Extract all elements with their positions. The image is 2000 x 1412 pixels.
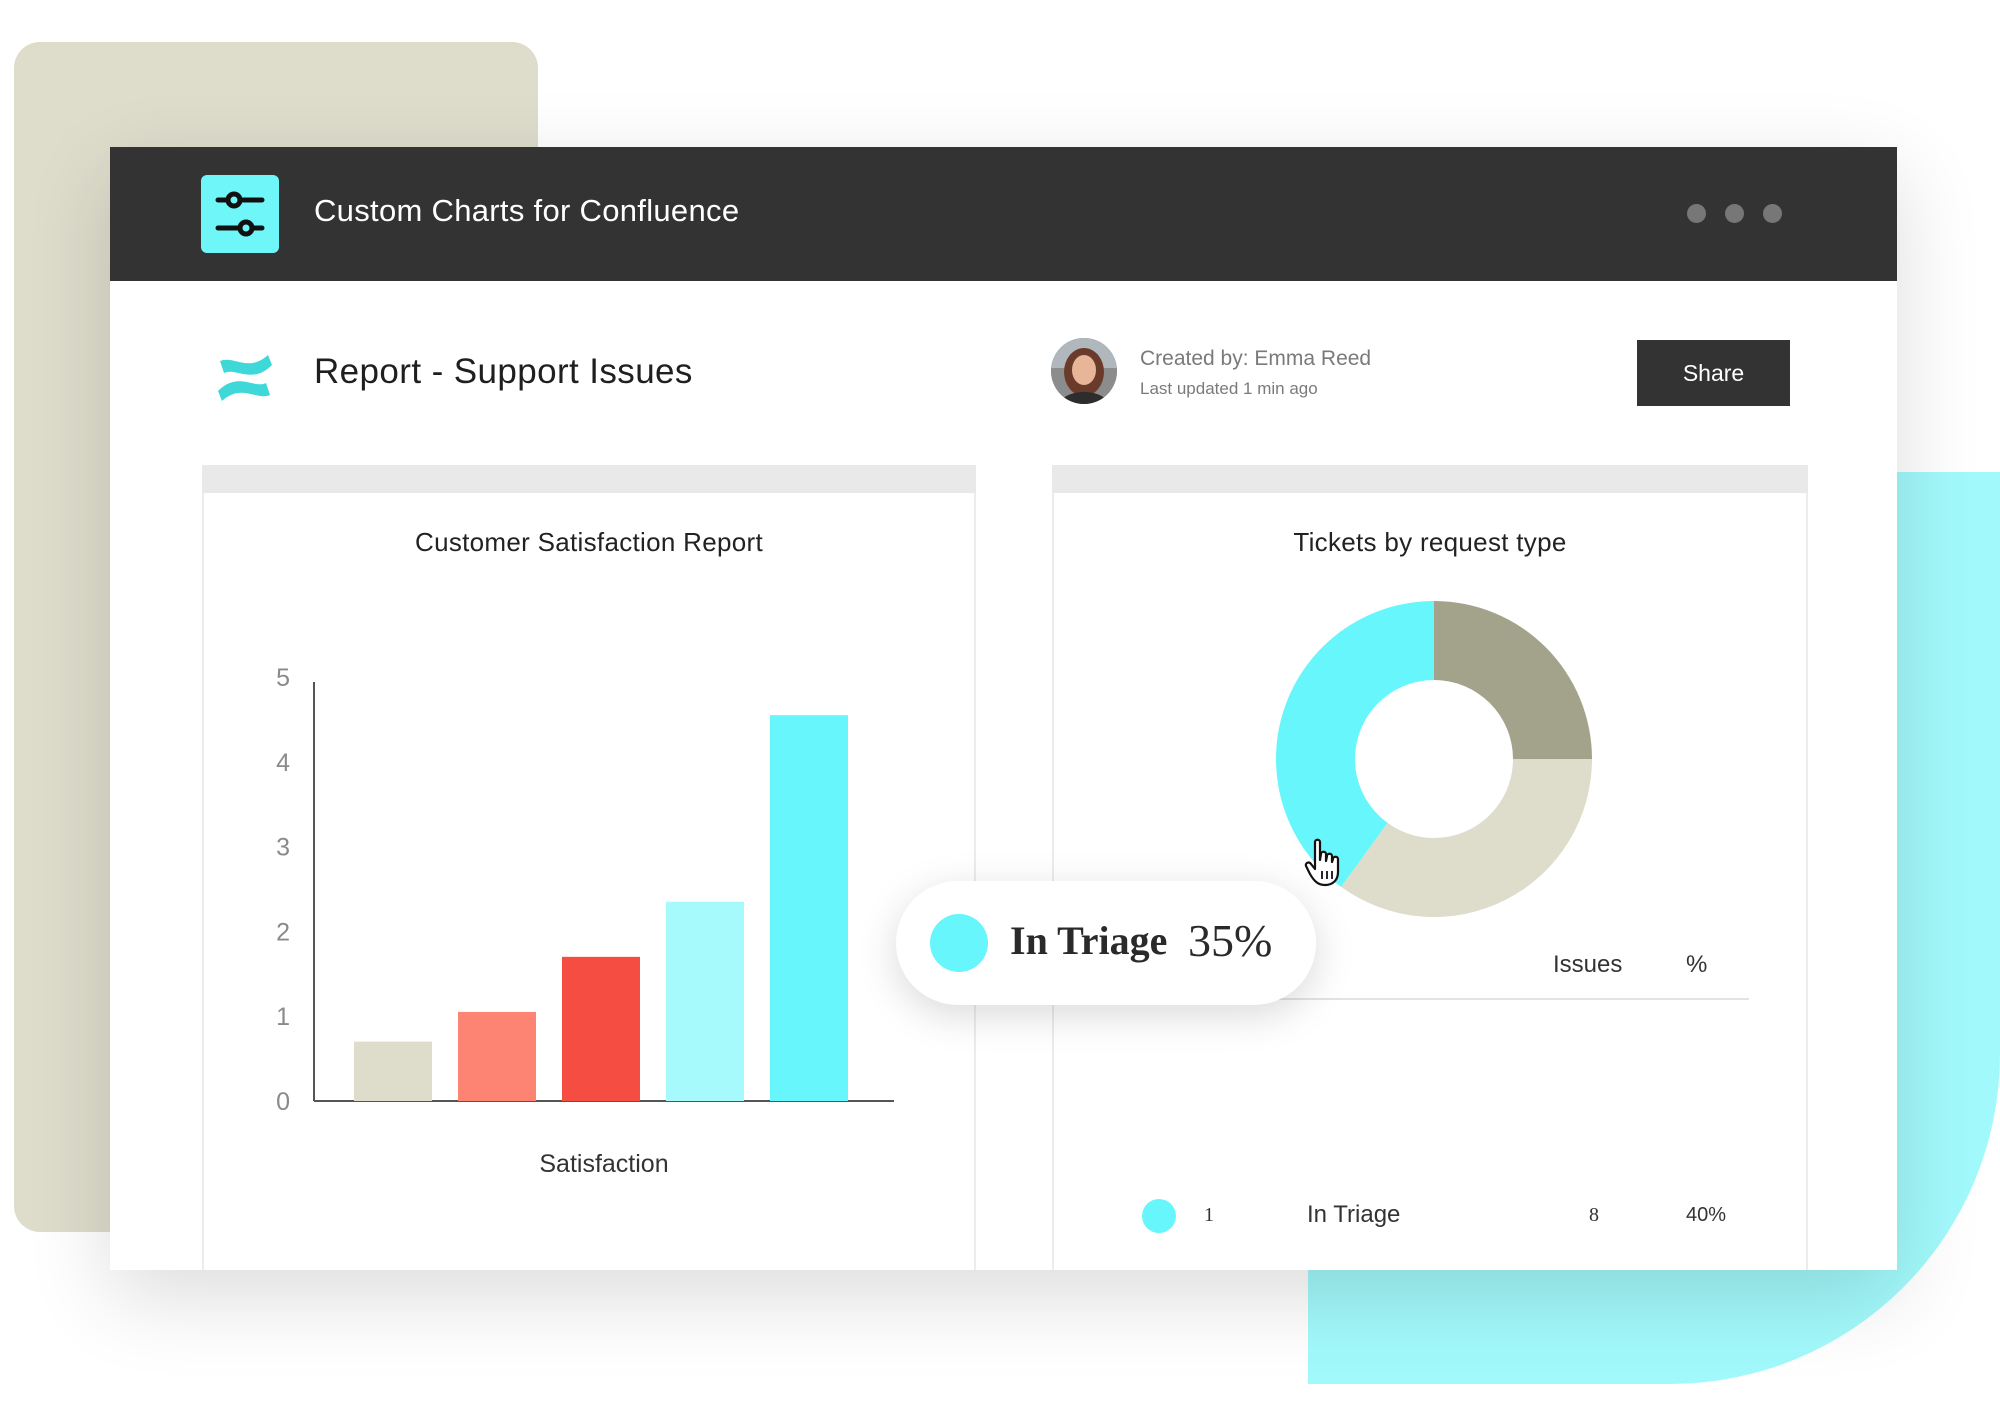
app-window: Custom Charts for Confluence Report - Su… bbox=[110, 147, 1897, 1270]
chart-title: Customer Satisfaction Report bbox=[415, 527, 763, 557]
page-title: Report - Support Issues bbox=[314, 352, 693, 391]
bar[interactable] bbox=[562, 956, 640, 1101]
legend-issues: 8 bbox=[1589, 1204, 1599, 1226]
chart-title: Tickets by request type bbox=[1293, 527, 1567, 557]
more-dots-icon[interactable] bbox=[1668, 204, 1782, 228]
donut-chart-panel: Tickets by request type 1 In Triage 8 40% 2W… bbox=[1052, 465, 1808, 1270]
y-tick-label: 5 bbox=[276, 664, 290, 692]
bar-chart-panel: Customer Satisfaction Report 0 1 2 3 4 5 Satis… bbox=[202, 465, 976, 1270]
avatar bbox=[1051, 338, 1117, 404]
share-button[interactable]: Share bbox=[1637, 340, 1790, 406]
legend-row[interactable]: 2With Customer735% bbox=[1054, 1265, 1806, 1270]
legend-percent: 40% bbox=[1685, 1204, 1727, 1226]
bar[interactable] bbox=[770, 715, 848, 1101]
dot bbox=[1725, 204, 1744, 223]
donut-slice[interactable] bbox=[1434, 601, 1592, 759]
donut-slice[interactable] bbox=[1276, 601, 1434, 887]
bar[interactable] bbox=[354, 1041, 432, 1101]
bar-chart: 0 1 2 3 4 5 Satisfaction bbox=[276, 664, 894, 1178]
app-title: Custom Charts for Confluence bbox=[314, 193, 740, 228]
issues-header: Issues bbox=[1553, 951, 1623, 978]
title-bar: Custom Charts for Confluence bbox=[110, 147, 1897, 281]
bar[interactable] bbox=[458, 1011, 536, 1101]
dot bbox=[1763, 204, 1782, 223]
tooltip-color-dot bbox=[930, 914, 988, 972]
donut-slice[interactable] bbox=[1341, 759, 1592, 917]
percent-header: % bbox=[1686, 951, 1708, 978]
tooltip-value: 35% bbox=[1188, 915, 1273, 966]
table-divider bbox=[1100, 998, 1749, 1000]
y-tick-label: 4 bbox=[276, 749, 290, 777]
legend-index: 1 bbox=[1204, 1204, 1214, 1226]
sliders-icon bbox=[201, 175, 279, 253]
panel-header-bar bbox=[1052, 465, 1808, 493]
created-by: Created by: Emma Reed bbox=[1140, 347, 1372, 370]
donut-chart bbox=[1276, 601, 1592, 917]
hand-cursor-icon bbox=[1304, 838, 1340, 887]
legend-label: In Triage bbox=[1307, 1201, 1401, 1228]
dot bbox=[1687, 204, 1706, 223]
confluence-logo-icon bbox=[218, 355, 272, 401]
panel-header-bar bbox=[202, 465, 976, 493]
last-updated: Last updated 1 min ago bbox=[1140, 379, 1318, 398]
y-tick-label: 3 bbox=[276, 834, 290, 862]
legend-row[interactable]: 1 In Triage 8 40% bbox=[1054, 1191, 1806, 1241]
y-tick-label: 0 bbox=[276, 1088, 290, 1116]
legend-color-dot bbox=[1142, 1199, 1176, 1233]
x-axis-label: Satisfaction bbox=[539, 1150, 668, 1178]
bar[interactable] bbox=[666, 901, 744, 1101]
tooltip-label: In Triage bbox=[1010, 918, 1168, 963]
y-tick-label: 2 bbox=[276, 918, 290, 946]
chart-tooltip: In Triage 35% bbox=[896, 881, 1316, 1005]
y-tick-label: 1 bbox=[276, 1003, 290, 1031]
